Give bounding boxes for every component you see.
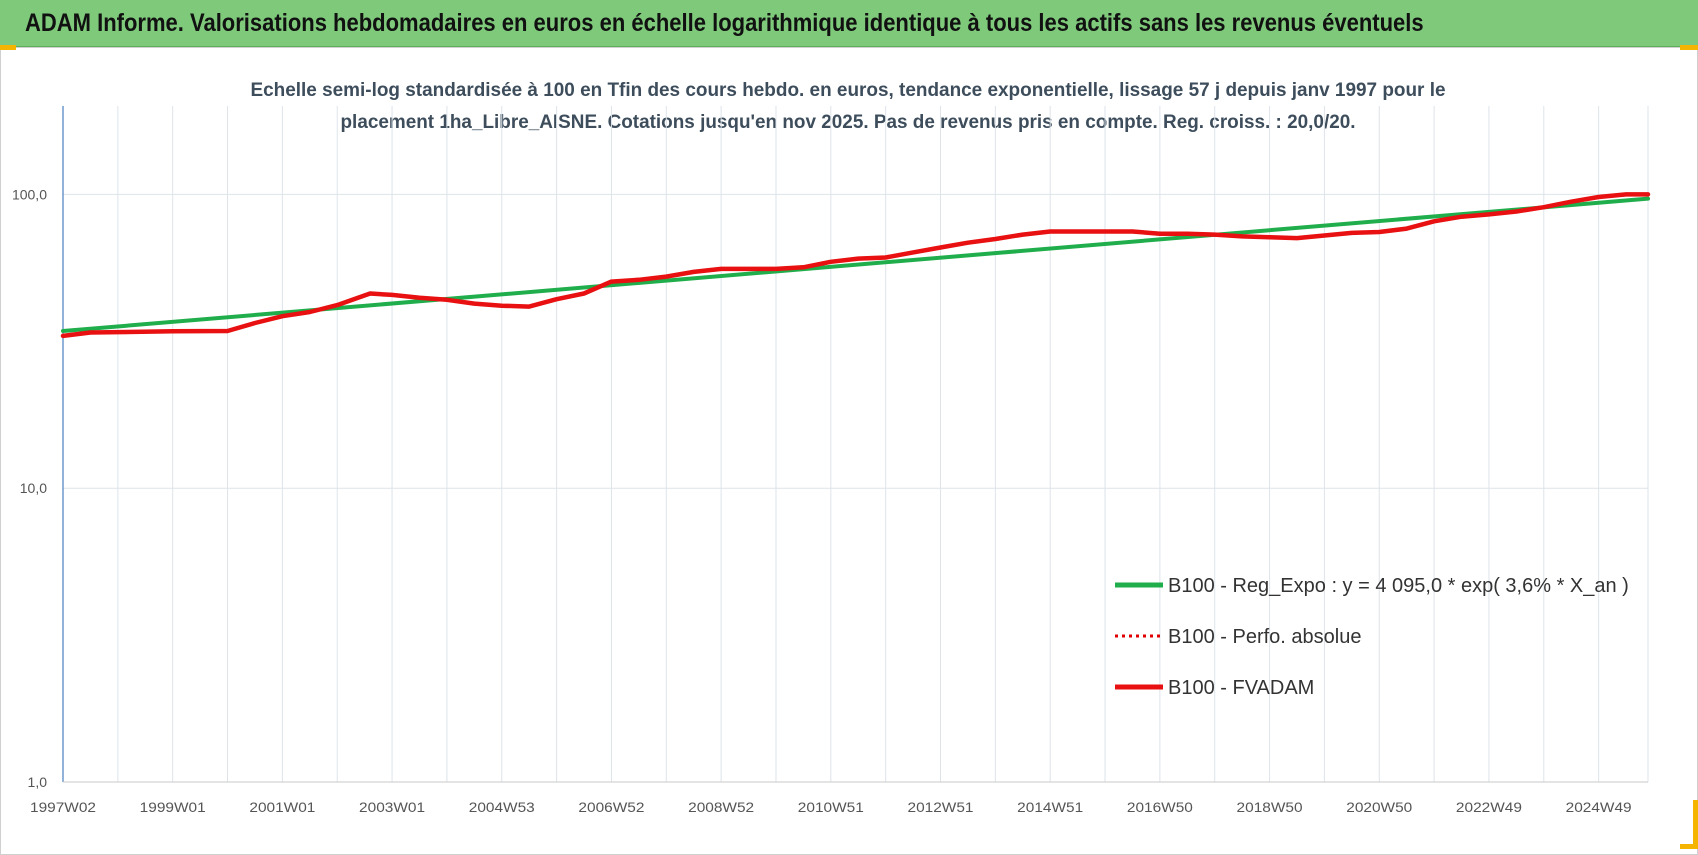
x-tick-label: 2024W49 xyxy=(1566,799,1632,815)
chart-title-line1: Echelle semi-log standardisée à 100 en T… xyxy=(251,80,1446,101)
x-tick-label: 2008W52 xyxy=(688,799,754,815)
series-line-fvadam xyxy=(60,192,1651,339)
page-title: ADAM Informe. Valorisations hebdomadaire… xyxy=(25,9,1424,37)
x-tick-label: 2014W51 xyxy=(1017,799,1083,815)
x-tick-label: 2018W50 xyxy=(1237,799,1303,815)
chart-title-line2: placement 1ha_Libre_AISNE. Cotations jus… xyxy=(341,112,1356,133)
grid xyxy=(63,106,1649,783)
axes: 1,0 10,0 100,0 1997W02 1999W01 2001W01 2003W01… xyxy=(12,106,1648,815)
x-tick-label: 2001W01 xyxy=(249,799,315,815)
corner-marker-br-bottom xyxy=(1680,844,1698,849)
x-tick-label: 2016W50 xyxy=(1127,799,1193,815)
corner-marker-br xyxy=(1693,800,1698,848)
series-group xyxy=(60,192,1651,339)
x-tick-label: 2022W49 xyxy=(1456,799,1522,815)
x-tick-label: 1997W02 xyxy=(30,799,96,815)
x-tick-label: 2004W53 xyxy=(469,799,535,815)
y-tick-label: 1,0 xyxy=(28,774,48,790)
y-tick-label: 10,0 xyxy=(20,480,47,496)
x-tick-label: 2003W01 xyxy=(359,799,425,815)
x-tick-label: 2020W50 xyxy=(1346,799,1412,815)
corner-marker-tr xyxy=(1680,45,1698,50)
legend-label: B100 - Perfo. absolue xyxy=(1168,626,1361,648)
x-tick-label: 2012W51 xyxy=(908,799,974,815)
x-tick-label: 2006W52 xyxy=(578,799,644,815)
legend-label: B100 - Reg_Expo : y = 4 095,0 * exp( 3,6… xyxy=(1168,575,1629,597)
corner-marker-tl xyxy=(0,45,16,50)
x-tick-label: 1999W01 xyxy=(140,799,206,815)
legend-label: B100 - FVADAM xyxy=(1168,677,1314,699)
header-bar: ADAM Informe. Valorisations hebdomadaire… xyxy=(0,0,1698,47)
legend: B100 - Reg_Expo : y = 4 095,0 * exp( 3,6… xyxy=(1115,575,1629,699)
x-tick-label: 2010W51 xyxy=(798,799,864,815)
y-tick-label: 100,0 xyxy=(12,186,47,202)
